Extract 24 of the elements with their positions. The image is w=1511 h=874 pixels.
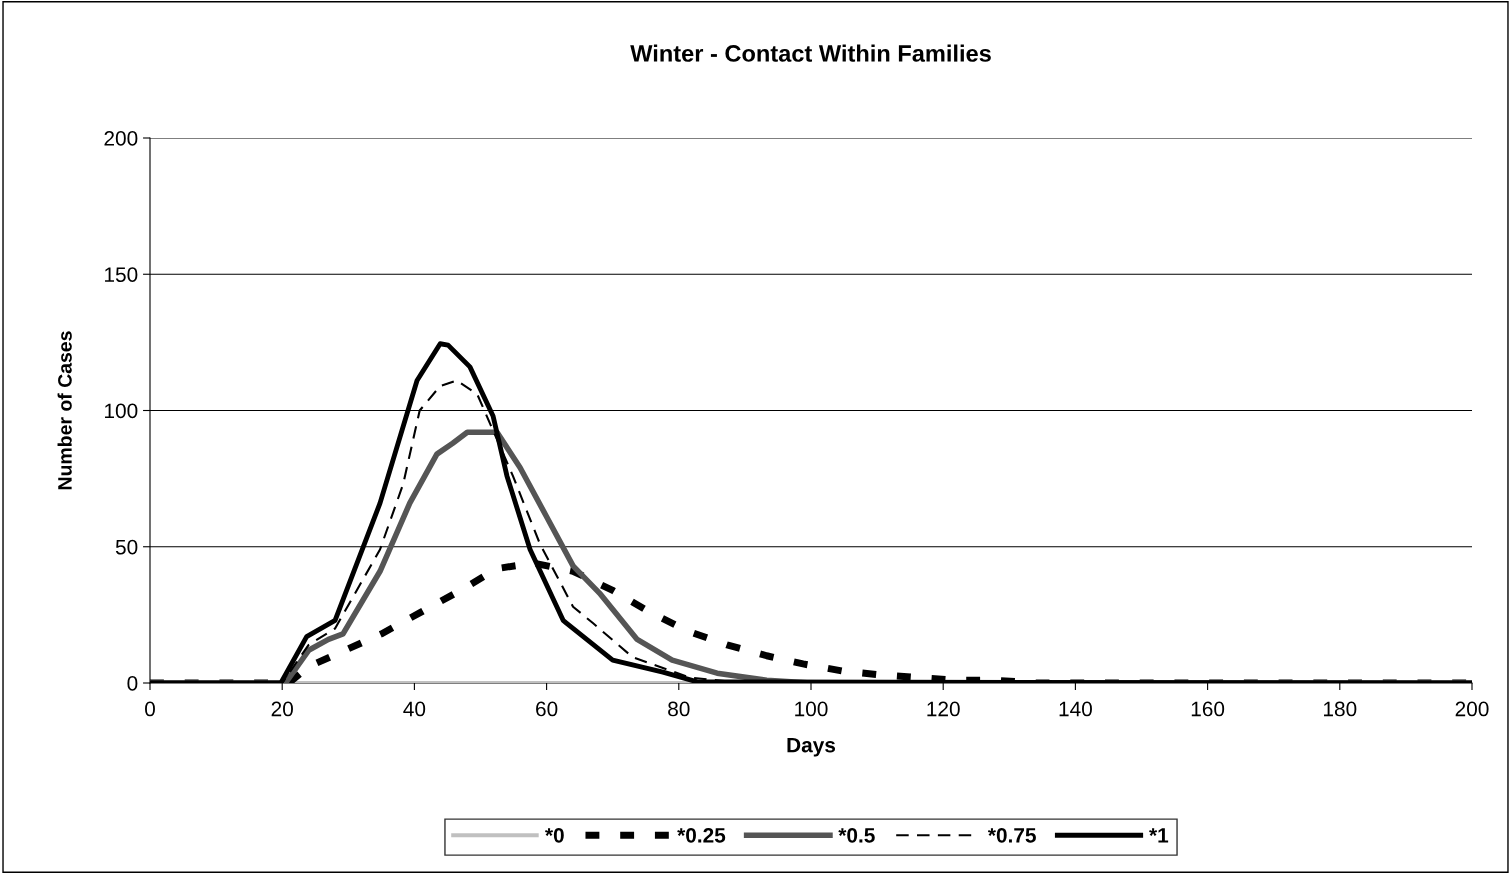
- legend-label: *0: [545, 827, 564, 843]
- x-tick-label: 160: [1191, 701, 1225, 717]
- y-tick-label: 0: [127, 676, 138, 691]
- x-tick-label: 80: [668, 701, 690, 717]
- y-tick-label: 150: [105, 267, 138, 282]
- x-tick-label: 100: [795, 701, 828, 717]
- x-tick-label: 120: [927, 701, 960, 717]
- x-axis-title: Days: [787, 737, 836, 757]
- x-tick-label: 20: [271, 701, 293, 717]
- y-tick-label: 100: [105, 403, 138, 419]
- y-tick-label: 50: [115, 539, 138, 555]
- chart-title: Winter - Contact Within Families: [630, 44, 991, 62]
- legend-label: *1: [1149, 828, 1169, 843]
- x-tick-label: 200: [1455, 701, 1489, 717]
- x-tick-label: 0: [145, 701, 155, 717]
- y-axis-title: Number of Cases: [57, 331, 72, 490]
- legend-label: *0.5: [838, 827, 875, 843]
- x-tick-label: 60: [536, 701, 558, 717]
- x-tick-label: 140: [1059, 701, 1092, 717]
- x-tick-label: 40: [403, 701, 426, 717]
- y-tick-label: 200: [104, 131, 138, 146]
- legend-label: *0.25: [677, 827, 726, 843]
- legend-label: *0.75: [987, 827, 1036, 843]
- x-tick-label: 180: [1324, 701, 1357, 717]
